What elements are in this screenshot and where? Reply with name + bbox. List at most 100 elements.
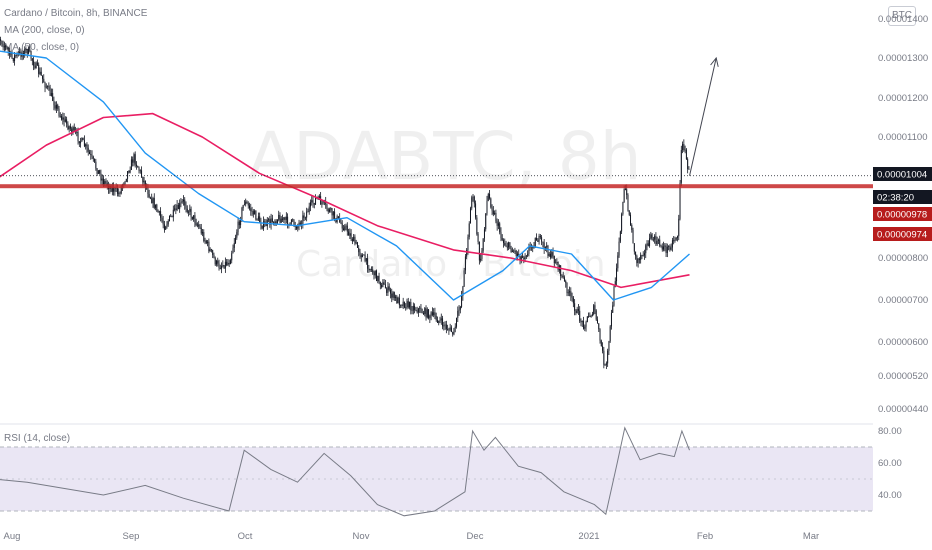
candle-body <box>466 249 468 257</box>
candle-body <box>348 231 350 236</box>
candle-body <box>298 222 300 226</box>
candle-body <box>315 197 317 205</box>
candle-body <box>541 237 543 242</box>
candle-body <box>516 253 518 256</box>
candle-body <box>177 204 179 210</box>
candle-body <box>456 317 458 327</box>
candle-body <box>678 218 680 237</box>
candle-body <box>331 208 333 216</box>
candle-body <box>477 234 479 242</box>
candle-body <box>618 241 620 256</box>
candle-body <box>586 316 588 322</box>
candle-body <box>645 245 647 254</box>
candle-body <box>443 325 445 327</box>
candle-body <box>128 171 130 173</box>
candle-body <box>409 302 411 308</box>
candle-body <box>511 250 513 253</box>
candle-body <box>650 234 652 239</box>
candle-body <box>77 132 79 142</box>
candle-body <box>247 203 249 206</box>
candle-body <box>160 211 162 218</box>
candle-body <box>28 48 30 54</box>
candle-body <box>240 219 242 226</box>
candle-body <box>369 269 371 271</box>
candle-body <box>184 199 186 206</box>
candle-body <box>486 200 488 214</box>
candle-body <box>290 219 292 223</box>
currency-badge[interactable]: BTC <box>888 6 916 26</box>
candle-body <box>265 222 267 227</box>
candle-body <box>570 291 572 297</box>
ma200-legend[interactable]: MA (200, close, 0) <box>4 25 85 36</box>
candle-body <box>58 108 60 116</box>
candle-body <box>547 245 549 256</box>
candle-body <box>151 198 153 204</box>
candle-body <box>501 238 503 241</box>
candle-body <box>454 326 456 329</box>
candle-body <box>560 265 562 276</box>
candle-body <box>78 141 80 144</box>
candle-body <box>422 312 424 315</box>
candle-body <box>170 215 172 217</box>
candle-body <box>467 237 469 250</box>
ma50-legend[interactable]: MA (50, close, 0) <box>4 42 80 53</box>
candle-body <box>463 270 465 287</box>
candle-body <box>608 341 610 351</box>
candle-body <box>387 286 389 293</box>
time-tick-label: Oct <box>238 531 253 542</box>
candle-body <box>641 255 643 256</box>
candle-body <box>259 216 261 223</box>
candle-body <box>562 275 564 278</box>
candle-body <box>330 208 332 210</box>
candle-body <box>31 58 33 61</box>
candle-body <box>584 326 586 329</box>
candle-body <box>250 208 252 212</box>
candle-body <box>381 285 383 287</box>
candle-body <box>222 265 224 267</box>
candle-body <box>524 256 526 260</box>
candle-body <box>595 310 597 320</box>
candle-body <box>605 363 607 365</box>
candle-body <box>596 319 598 324</box>
candle-body <box>425 308 427 318</box>
candle-body <box>61 116 63 120</box>
candle-body <box>156 204 158 211</box>
candle-body <box>210 249 212 251</box>
candle-body <box>416 310 418 313</box>
candle-body <box>118 192 120 194</box>
candle-body <box>144 180 146 188</box>
candle-body <box>623 189 625 203</box>
candle-body <box>487 193 489 201</box>
candle-body <box>269 219 271 225</box>
candle-body <box>219 268 221 269</box>
time-axis: Aug Sep Oct Nov Dec 2021 Feb Mar <box>4 531 820 542</box>
candle-body <box>16 53 18 57</box>
price-tick-label: 0.00001100 <box>878 132 928 143</box>
candle-body <box>217 260 219 264</box>
candle-body <box>429 316 431 319</box>
candle-body <box>124 181 126 184</box>
candle-body <box>209 249 211 252</box>
candle-body <box>604 364 606 366</box>
candle-body <box>64 119 66 122</box>
time-tick-label: Aug <box>4 531 21 542</box>
candle-body <box>83 140 85 147</box>
candle-body <box>287 216 289 226</box>
candle-body <box>655 236 657 245</box>
candle-body <box>405 307 407 309</box>
candle-body <box>450 327 452 332</box>
candle-body <box>249 205 251 209</box>
candle-body <box>412 305 414 311</box>
candle-body <box>472 196 474 198</box>
rsi-legend[interactable]: RSI (14, close) <box>4 433 71 444</box>
level-tag-2-bg <box>873 227 932 241</box>
candle-body <box>426 309 428 318</box>
candle-body <box>179 203 181 210</box>
candle-body <box>355 242 357 244</box>
candle-body <box>198 224 200 227</box>
candle-body <box>320 196 322 205</box>
candle-body <box>508 242 510 248</box>
candle-body <box>3 46 5 48</box>
candle-body <box>393 292 395 298</box>
